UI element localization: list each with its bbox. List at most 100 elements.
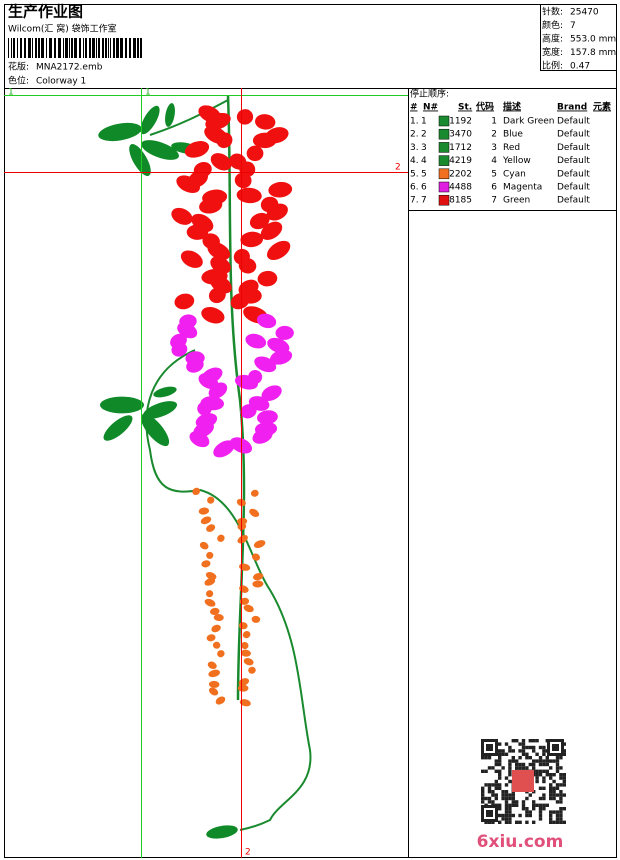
qr-module bbox=[511, 756, 515, 760]
leaf bbox=[98, 122, 142, 142]
qr-module bbox=[518, 813, 522, 818]
flower bbox=[254, 356, 277, 373]
flower bbox=[204, 598, 216, 607]
stitch-count: 4219 bbox=[449, 156, 472, 166]
qr-module bbox=[525, 752, 529, 756]
qr-module bbox=[538, 817, 543, 821]
colorway-label: 色位: bbox=[8, 75, 29, 87]
flower bbox=[198, 373, 219, 390]
qr-module bbox=[552, 773, 556, 777]
qr-module bbox=[504, 813, 509, 818]
qr-module bbox=[494, 793, 498, 797]
qr-module bbox=[549, 783, 553, 787]
flower bbox=[246, 145, 264, 162]
qr-module bbox=[528, 810, 532, 814]
flower bbox=[213, 614, 224, 622]
qr-module bbox=[559, 796, 563, 801]
qr-module bbox=[542, 759, 546, 763]
qr-module bbox=[521, 762, 526, 767]
brand: Default bbox=[557, 130, 590, 140]
colorway: Colorway 1 bbox=[36, 77, 86, 87]
color-code: 2 bbox=[491, 130, 497, 140]
barcode-bar bbox=[41, 38, 44, 58]
flower bbox=[230, 292, 250, 310]
qr-module bbox=[511, 800, 515, 804]
qr-module bbox=[498, 752, 502, 756]
qr-module bbox=[559, 793, 563, 797]
design-file: MNA2172.emb bbox=[36, 63, 103, 73]
flower bbox=[208, 687, 219, 696]
brand: Default bbox=[557, 156, 590, 166]
qr-module bbox=[484, 769, 488, 773]
column-header: Brand bbox=[557, 103, 587, 113]
qr-module bbox=[552, 796, 556, 801]
qr-module bbox=[508, 766, 512, 770]
qr-module bbox=[562, 752, 566, 756]
barcode-bar bbox=[8, 38, 9, 58]
qr-module bbox=[559, 766, 563, 770]
qr-module bbox=[504, 810, 509, 814]
color-swatch bbox=[438, 115, 450, 127]
column-header: St. bbox=[458, 103, 472, 113]
qr-module bbox=[504, 793, 509, 797]
qr-module bbox=[549, 759, 553, 763]
qr-module bbox=[487, 783, 492, 787]
flower bbox=[200, 516, 212, 525]
qr-module bbox=[511, 749, 515, 753]
qr-module bbox=[494, 786, 498, 790]
flower bbox=[205, 571, 217, 580]
brand: Default bbox=[557, 196, 590, 206]
qr-module bbox=[532, 800, 536, 804]
barcode-bar bbox=[98, 38, 100, 58]
barcode-bar bbox=[110, 38, 111, 58]
row-needle: 7 bbox=[421, 196, 427, 206]
qr-code bbox=[480, 738, 566, 824]
qr-module bbox=[521, 739, 526, 743]
qr-module bbox=[511, 759, 515, 763]
qr-module bbox=[528, 745, 532, 750]
qr-module bbox=[559, 756, 563, 760]
qr-module bbox=[511, 813, 515, 818]
qr-module bbox=[515, 800, 519, 804]
info-label: 针数: bbox=[542, 6, 563, 18]
qr-module bbox=[549, 786, 553, 790]
qr-module bbox=[511, 739, 515, 743]
flower bbox=[239, 585, 249, 593]
flower bbox=[267, 337, 290, 354]
qr-module bbox=[521, 803, 526, 807]
flower bbox=[212, 641, 221, 649]
flower bbox=[205, 112, 231, 130]
flower bbox=[206, 590, 214, 598]
qr-module bbox=[552, 793, 556, 797]
qr-module bbox=[508, 807, 512, 811]
leaf bbox=[140, 105, 160, 135]
barcode-bar bbox=[105, 38, 107, 58]
qr-module bbox=[555, 813, 560, 818]
qr-module bbox=[528, 813, 532, 818]
stitch-count: 4488 bbox=[449, 183, 472, 193]
qr-module bbox=[532, 820, 536, 824]
flower bbox=[206, 634, 216, 642]
qr-module bbox=[552, 790, 556, 794]
info-value: 0.47 bbox=[570, 62, 590, 72]
table-title: 停止顺序: bbox=[410, 88, 449, 100]
leaf bbox=[141, 140, 179, 160]
row-number: 7. bbox=[410, 196, 419, 206]
qr-module bbox=[508, 803, 512, 807]
qr-module bbox=[559, 810, 563, 814]
leaf bbox=[140, 413, 170, 447]
qr-module bbox=[555, 762, 560, 767]
qr-module bbox=[491, 820, 495, 824]
qr-finder bbox=[552, 744, 559, 751]
qr-module bbox=[508, 759, 512, 763]
flower bbox=[249, 508, 260, 518]
barcode-bar bbox=[137, 38, 139, 58]
qr-module bbox=[498, 773, 502, 777]
qr-logo bbox=[512, 770, 534, 792]
color-name: Yellow bbox=[502, 156, 531, 166]
qr-module bbox=[549, 810, 553, 814]
guide-label: 2 bbox=[245, 848, 251, 858]
qr-module bbox=[501, 796, 505, 801]
qr-module bbox=[532, 762, 536, 767]
qr-module bbox=[562, 793, 566, 797]
